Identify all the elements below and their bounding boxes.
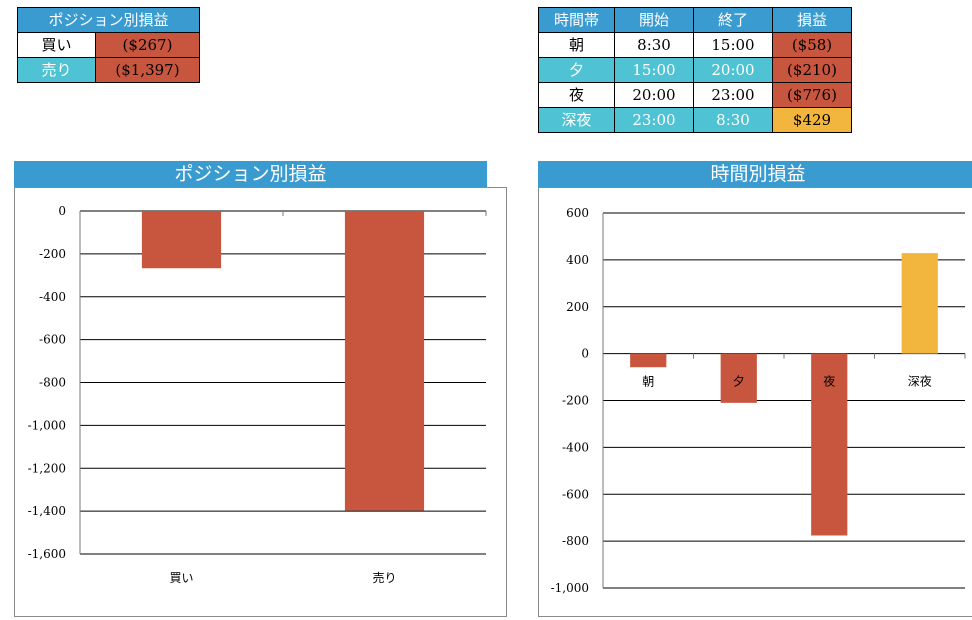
- time-row-end: 15:00: [693, 32, 773, 58]
- bar-4: [901, 253, 938, 354]
- y-tick-label: -1,000: [28, 418, 66, 432]
- time-table-header: 時間帯: [538, 7, 615, 33]
- time-summary-table: 時間帯 開始 終了 損益 朝 8:30 15:00 ($58) 夕 15:00 …: [538, 7, 852, 133]
- y-tick-label: 0: [581, 347, 589, 361]
- time-row-start: 20:00: [614, 82, 694, 108]
- y-tick-label: -1,600: [28, 547, 66, 561]
- time-row-start: 15:00: [614, 57, 694, 83]
- position-bar-chart: 0 -200 -400 -600 -800 -1,000 -1,200 -1,400 -1,60…: [28, 204, 487, 585]
- time-table-header: 終了: [693, 7, 773, 33]
- time-row-end: 20:00: [693, 57, 773, 83]
- category-label: 夕: [733, 375, 745, 389]
- category-label: 深夜: [908, 374, 932, 389]
- position-row-label: 売り: [17, 57, 96, 83]
- position-summary-table: ポジション別損益 買い ($267) 売り ($1,397): [17, 7, 200, 83]
- position-table-header: ポジション別損益: [17, 7, 200, 33]
- position-row-label: 買い: [17, 32, 96, 58]
- y-tick-label: -1,400: [28, 504, 66, 518]
- category-label: 売り: [372, 570, 396, 585]
- bar-2: [344, 211, 425, 511]
- time-row-start: 8:30: [614, 32, 694, 58]
- time-row-pl: ($776): [772, 82, 852, 108]
- y-tick-label: 0: [58, 204, 66, 218]
- position-chart-title: ポジション別損益: [14, 161, 487, 187]
- time-row-pl: $429: [772, 107, 852, 133]
- y-tick-label: -600: [562, 487, 589, 501]
- time-table-header: 開始: [614, 7, 694, 33]
- bar-1: [630, 353, 667, 368]
- position-chart-area: 0 -200 -400 -600 -800 -1,000 -1,200 -1,400 -1,60…: [14, 187, 507, 617]
- time-bar-chart: 600 400 200 0 -200 -400 -600 -800 -1,000 朝 夕 夜 深夜: [551, 206, 966, 595]
- y-tick-label: 600: [566, 206, 589, 220]
- category-label: 買い: [169, 571, 193, 585]
- y-tick-label: -200: [39, 247, 66, 261]
- category-label: 夜: [823, 374, 835, 389]
- y-tick-label: -800: [562, 534, 589, 548]
- time-row-label: 朝: [538, 32, 615, 58]
- position-row-value: ($267): [95, 32, 200, 58]
- y-tick-label: -600: [39, 333, 66, 347]
- y-tick-label: -1,200: [28, 461, 66, 475]
- time-row-label: 夕: [538, 57, 615, 83]
- time-row-pl: ($210): [772, 57, 852, 83]
- time-row-end: 23:00: [693, 82, 773, 108]
- y-tick-label: -400: [39, 290, 66, 304]
- bar-1: [141, 211, 222, 269]
- time-chart-title: 時間別損益: [538, 161, 972, 187]
- time-row-start: 23:00: [614, 107, 694, 133]
- y-tick-label: 400: [566, 253, 589, 267]
- time-row-pl: ($58): [772, 32, 852, 58]
- time-row-label: 深夜: [538, 107, 615, 133]
- y-tick-label: -1,000: [551, 581, 589, 595]
- category-label: 朝: [642, 375, 654, 389]
- time-chart-area: 600 400 200 0 -200 -400 -600 -800 -1,000 朝 夕 夜 深夜: [538, 187, 972, 617]
- time-table-header: 損益: [772, 7, 852, 33]
- bar-3: [811, 353, 848, 536]
- time-row-label: 夜: [538, 82, 615, 108]
- position-row-value: ($1,397): [95, 57, 200, 83]
- time-row-end: 8:30: [693, 107, 773, 133]
- y-tick-label: -400: [562, 440, 589, 454]
- bar-2: [720, 353, 757, 403]
- y-tick-label: -800: [39, 376, 66, 390]
- y-tick-label: 200: [566, 300, 589, 314]
- y-tick-label: -200: [562, 394, 589, 408]
